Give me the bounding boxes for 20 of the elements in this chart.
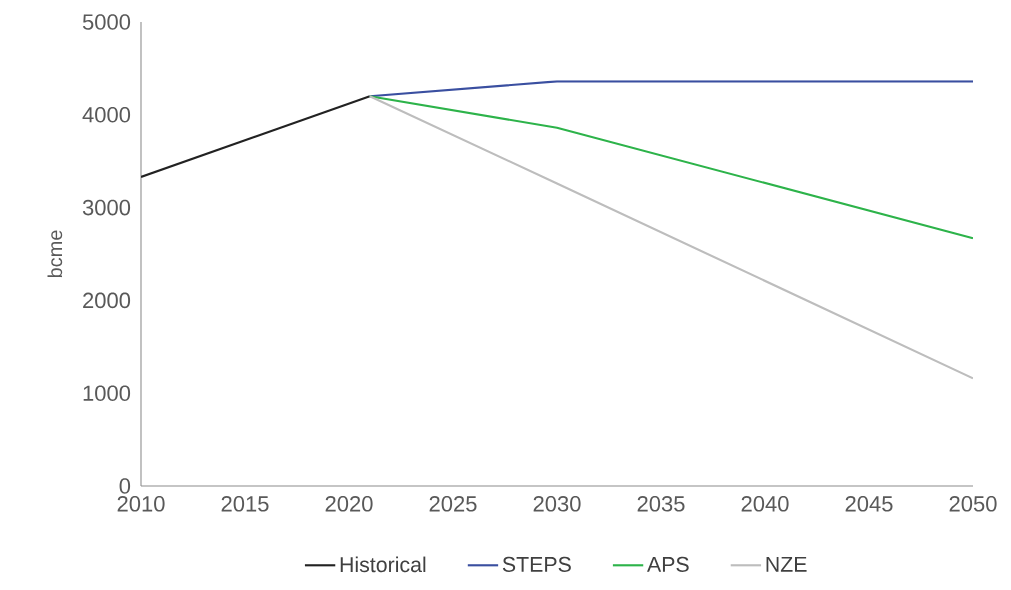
legend-label: Historical [340,556,426,573]
legend-label: NZE [766,556,807,572]
legend-label: STEPS [502,556,571,572]
x-tick-label: 2010 [117,496,165,512]
x-tick-label: 2045 [845,496,893,512]
y-tick-label: 1000 [83,385,131,401]
x-tick-label: 2050 [949,496,997,512]
x-tick-label: 2035 [637,496,685,512]
y-tick-label: 0 [119,478,131,494]
y-tick-label: 5000 [82,14,131,30]
legend-label: APS [647,556,689,572]
y-tick-label: 2000 [83,292,131,309]
y-tick-label: 4000 [82,107,131,123]
x-tick-label: 2015 [221,496,269,512]
y-tick-label: 3000 [82,199,131,216]
x-tick-label: 2030 [533,496,581,512]
x-tick-label: 2020 [325,496,373,512]
y-axis-title: bcme [47,230,63,278]
x-tick-label: 2040 [741,496,789,512]
x-tick-label: 2025 [429,496,477,512]
